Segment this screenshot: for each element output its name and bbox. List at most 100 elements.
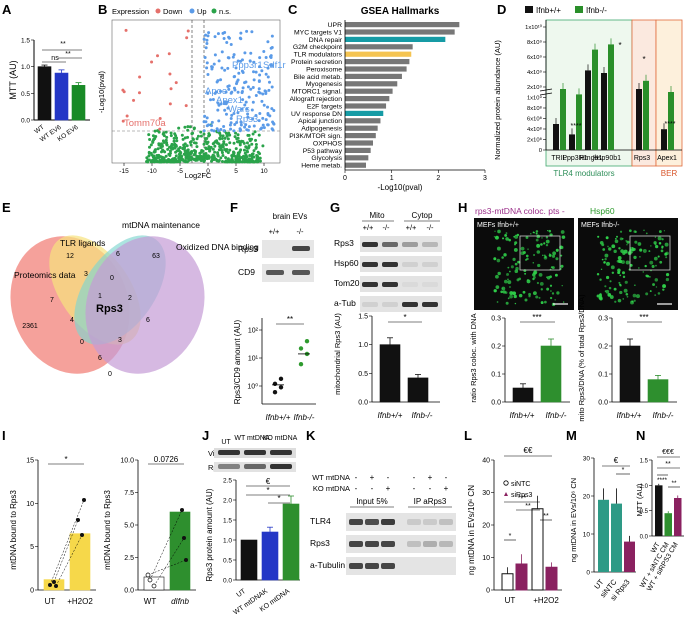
y-tick-label: 1.5	[640, 459, 649, 465]
volcano-point-up	[233, 123, 237, 127]
volcano-point-down	[138, 75, 142, 79]
fluorescence-spot	[504, 233, 508, 237]
fluorescence-spot	[645, 292, 649, 296]
band-label: CD9	[238, 267, 255, 277]
axis-break	[539, 88, 553, 92]
volcano-point-up	[249, 87, 253, 91]
y-tick-label: 0	[586, 570, 590, 577]
fluorescence-spot	[495, 274, 499, 279]
bar	[512, 387, 534, 403]
blot-band	[422, 262, 438, 267]
volcano-point-ns	[196, 134, 200, 138]
volcano-point-ns	[160, 160, 164, 164]
fluorescence-spot	[549, 253, 551, 255]
bar	[261, 531, 279, 581]
volcano-point-ns	[186, 128, 190, 132]
bar	[37, 66, 52, 121]
volcano-point-ns	[183, 160, 187, 164]
blot-band	[362, 242, 378, 247]
volcano-point-ns	[176, 159, 180, 163]
sig-label: *	[618, 41, 621, 50]
pathway-bar	[345, 162, 366, 168]
condition-label: WT mtDNA	[312, 473, 350, 482]
volcano-point-ns	[186, 151, 190, 155]
volcano-point-ns	[257, 133, 261, 137]
venn-count: 3	[118, 337, 122, 344]
y-tick-label: 0.5	[640, 509, 649, 515]
y-tick-label: 1.5	[223, 518, 232, 525]
fluorescence-spot	[543, 242, 546, 245]
volcano-point-ns	[164, 130, 168, 134]
volcano-point-ns	[238, 156, 242, 160]
fluorescence-spot	[551, 292, 555, 295]
volcano-point-ns	[182, 143, 186, 147]
bar	[576, 94, 582, 150]
x-tick-label: 3	[483, 175, 487, 182]
volcano-point-ns	[156, 156, 160, 160]
volcano-point-ns	[231, 153, 235, 157]
volcano-point-up	[217, 119, 221, 123]
y-tick-label: 10⁰	[247, 383, 258, 391]
fluorescence-spot	[524, 272, 527, 275]
volcano-point-up	[252, 78, 256, 82]
volcano-point-up	[230, 113, 234, 117]
volcano-point-up	[236, 59, 240, 63]
blot-band	[382, 262, 398, 267]
volcano-point-ns	[244, 160, 248, 164]
fluorescence-spot	[665, 277, 670, 282]
y-tick-label: 0.5	[21, 91, 30, 98]
axis-label-y: Rps3/CD9 amount (AU)	[233, 319, 242, 404]
fluorescence-spot	[633, 299, 636, 302]
sig-label: ns	[51, 55, 59, 62]
fluorescence-spot	[541, 237, 543, 239]
fluorescence-spot	[530, 233, 532, 235]
volcano-point-down	[174, 81, 178, 85]
condition-mark: -	[355, 473, 358, 482]
volcano-point-ns	[179, 151, 183, 155]
volcano-point-ns	[217, 159, 221, 163]
pathway-label: TLR modulators	[294, 52, 343, 59]
blot-band	[244, 450, 266, 455]
volcano-point-ns	[168, 149, 172, 153]
volcano-point-ns	[172, 146, 176, 150]
volcano-point-up	[216, 32, 220, 36]
volcano-point-up	[210, 120, 214, 124]
volcano-point-ns	[165, 142, 169, 146]
bar	[515, 563, 528, 591]
volcano-point-up	[252, 70, 256, 74]
group-label: BER	[661, 169, 678, 178]
data-point	[76, 518, 80, 522]
fluorescence-spot	[560, 254, 563, 257]
fluorescence-spot	[623, 288, 628, 293]
volcano-point-up	[239, 123, 243, 127]
volcano-point-up	[269, 63, 273, 67]
fluorescence-spot	[561, 235, 566, 239]
volcano-point-down	[185, 36, 189, 40]
volcano-point-ns	[212, 158, 216, 162]
fluorescence-spot	[525, 254, 529, 258]
fluorescence-spot	[634, 284, 636, 286]
volcano-point-down	[156, 54, 160, 58]
fluorescence-spot	[655, 286, 658, 288]
volcano-point-up	[209, 98, 213, 102]
volcano-point-down	[158, 127, 162, 131]
paired-line	[49, 499, 85, 586]
fluorescence-spot	[526, 279, 531, 284]
legend-dot-up	[189, 8, 195, 14]
volcano-point-up	[222, 36, 226, 40]
volcano-point-ns	[208, 133, 212, 137]
volcano-point-up	[210, 124, 214, 128]
volcano-point-ns	[251, 132, 255, 136]
volcano-point-ns	[247, 145, 251, 149]
volcano-point-up	[226, 106, 230, 110]
volcano-point-up	[260, 69, 264, 73]
volcano-point-ns	[145, 156, 149, 160]
sig-label: ****	[571, 123, 582, 130]
blot-band	[244, 464, 266, 469]
volcano-point-ns	[232, 141, 236, 145]
fluorescence-spot	[621, 271, 626, 275]
bar	[661, 129, 667, 150]
fluorescence-spot	[542, 254, 544, 257]
fluorescence-spot	[611, 271, 615, 274]
volcano-point-up	[205, 124, 209, 128]
